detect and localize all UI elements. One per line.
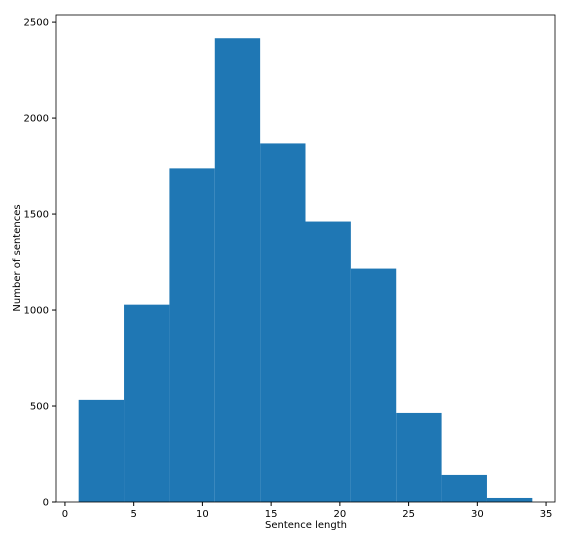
y-tick-label: 1500 <box>24 210 49 221</box>
y-axis-label: Number of sentences <box>12 204 23 311</box>
plot-frame <box>55 14 556 503</box>
bar <box>305 221 351 502</box>
bar <box>214 38 261 502</box>
bar <box>441 474 487 502</box>
x-tick-label: 30 <box>471 509 484 520</box>
bar <box>78 399 125 502</box>
bar <box>396 412 442 502</box>
y-tick-label: 1000 <box>24 306 49 317</box>
y-tick-label: 2500 <box>24 18 49 29</box>
bar <box>260 143 306 502</box>
x-tick-label: 20 <box>333 509 346 520</box>
bar <box>124 304 170 502</box>
x-tick-label: 0 <box>62 509 68 520</box>
x-tick-label: 35 <box>540 509 553 520</box>
x-tick-label: 15 <box>265 509 278 520</box>
y-tick-label: 500 <box>30 402 49 413</box>
y-tick-label: 2000 <box>24 114 49 125</box>
bar <box>350 268 397 502</box>
x-tick-label: 25 <box>402 509 415 520</box>
bar <box>486 497 533 502</box>
bar <box>169 168 215 502</box>
x-tick-label: 10 <box>196 509 209 520</box>
x-axis-label: Sentence length <box>265 520 347 531</box>
x-tick-label: 5 <box>130 509 136 520</box>
y-tick-label: 0 <box>43 498 49 509</box>
